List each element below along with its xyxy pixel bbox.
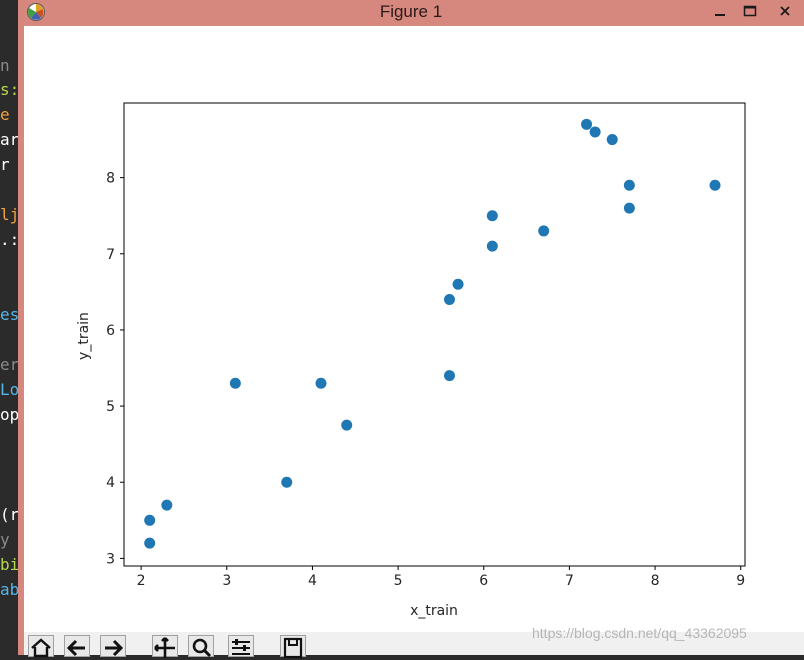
data-point xyxy=(443,293,455,305)
data-point xyxy=(229,377,241,389)
save-icon xyxy=(283,637,303,659)
x-tick-label: 4 xyxy=(308,573,317,589)
y-tick-label: 7 xyxy=(106,247,115,263)
editor-code-fragment: e xyxy=(0,105,10,124)
y-tick-label: 8 xyxy=(106,171,115,187)
editor-code-fragment: ab xyxy=(0,580,20,599)
editor-code-fragment: lj xyxy=(0,205,20,224)
data-point xyxy=(161,499,173,511)
zoom-button[interactable] xyxy=(188,635,214,658)
x-tick-label: 3 xyxy=(222,573,231,589)
y-axis-label: y_train xyxy=(76,312,92,360)
minimize-button[interactable] xyxy=(706,0,734,22)
data-point xyxy=(452,278,464,290)
y-tick-label: 4 xyxy=(106,475,115,491)
y-tick-label: 6 xyxy=(106,323,115,339)
editor-code-fragment: op xyxy=(0,405,20,424)
back-button[interactable] xyxy=(64,635,90,657)
x-tick-label: 6 xyxy=(479,573,488,589)
editor-code-fragment: (r xyxy=(0,505,20,524)
maximize-icon xyxy=(743,5,757,17)
data-point xyxy=(581,118,593,130)
data-point xyxy=(144,514,156,526)
data-point xyxy=(486,240,498,252)
editor-code-fragment: Lo xyxy=(0,380,20,399)
close-icon xyxy=(780,6,790,16)
x-tick-label: 2 xyxy=(137,573,146,589)
minimize-icon xyxy=(715,14,725,16)
forward-icon xyxy=(105,639,124,657)
y-tick-label: 3 xyxy=(106,551,115,567)
configure-subplots-button[interactable] xyxy=(228,635,254,657)
data-point xyxy=(281,476,293,488)
editor-code-fragment: y xyxy=(0,530,10,549)
editor-code-fragment: er xyxy=(0,355,20,374)
maximize-button[interactable] xyxy=(736,0,764,22)
pan-icon xyxy=(154,637,175,658)
forward-button[interactable] xyxy=(100,635,126,657)
home-icon xyxy=(31,638,51,658)
figure-window: Figure 1 2 3 4 5 6 7 8 9 3 4 5 6 7 8 x_train y_train xyxy=(18,0,804,659)
x-tick-label: 5 xyxy=(394,573,403,589)
title-bar[interactable]: Figure 1 xyxy=(18,0,804,26)
axes-frame xyxy=(123,102,746,567)
data-point xyxy=(606,134,618,146)
data-point xyxy=(315,377,327,389)
figure-canvas[interactable]: 2 3 4 5 6 7 8 9 3 4 5 6 7 8 x_train y_train xyxy=(24,26,804,632)
data-point xyxy=(709,179,721,191)
watermark: https://blog.csdn.net/qq_43362095 xyxy=(532,625,747,641)
editor-code-fragment: bi xyxy=(0,555,20,574)
editor-code-fragment: n xyxy=(0,56,10,75)
x-tick-label: 8 xyxy=(651,573,660,589)
x-axis-label: x_train xyxy=(410,603,458,619)
data-point xyxy=(443,370,455,382)
back-icon xyxy=(66,639,85,657)
y-tick-label: 5 xyxy=(106,399,115,415)
configure-subplots-icon xyxy=(232,639,250,655)
editor-code-fragment: .: xyxy=(0,230,20,249)
x-tick-label: 7 xyxy=(565,573,574,589)
data-point xyxy=(341,419,353,431)
close-button[interactable] xyxy=(766,0,804,22)
data-point xyxy=(589,126,601,138)
data-point xyxy=(144,537,156,549)
x-tick-label: 9 xyxy=(736,573,745,589)
editor-code-fragment: s: xyxy=(0,80,20,99)
home-button[interactable] xyxy=(28,635,54,658)
data-point xyxy=(623,179,635,191)
editor-code-fragment: es xyxy=(0,305,20,324)
data-point xyxy=(486,210,498,222)
save-button[interactable] xyxy=(280,635,306,659)
data-point xyxy=(623,202,635,214)
scatter-plot: 2 3 4 5 6 7 8 9 3 4 5 6 7 8 x_train y_train xyxy=(76,102,746,619)
zoom-icon xyxy=(192,638,212,658)
matplotlib-icon xyxy=(26,2,46,22)
window-title: Figure 1 xyxy=(379,2,443,21)
editor-code-fragment: ar xyxy=(0,130,20,149)
data-point xyxy=(538,225,550,237)
editor-code-fragment: r xyxy=(0,155,10,174)
pan-button[interactable] xyxy=(152,635,178,658)
